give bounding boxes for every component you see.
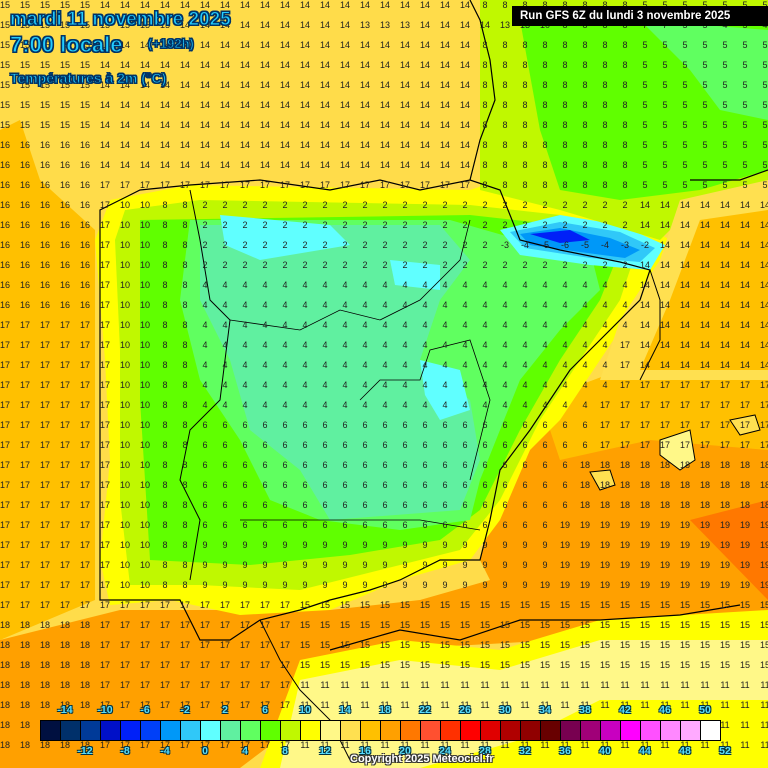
scale-label-top: 42 (619, 704, 631, 716)
color-swatch (341, 721, 361, 740)
scale-label-top: 30 (499, 704, 511, 716)
color-swatch (621, 721, 641, 740)
scale-label-top: 38 (579, 704, 591, 716)
color-swatch (101, 721, 121, 740)
scale-label-bottom: -12 (77, 745, 93, 757)
color-swatch (361, 721, 381, 740)
scale-label-top: 22 (419, 704, 431, 716)
scale-label-bottom: 36 (559, 745, 571, 757)
color-scale-bar (40, 720, 721, 741)
scale-label-bottom: 48 (679, 745, 691, 757)
scale-label-top: 6 (262, 704, 268, 716)
scale-label-bottom: 12 (319, 745, 331, 757)
color-swatch (61, 721, 81, 740)
scale-label-bottom: 4 (242, 745, 248, 757)
color-swatch (581, 721, 601, 740)
color-swatch (321, 721, 341, 740)
variable-label: Températures à 2m (°C) (9, 70, 167, 87)
color-swatch (221, 721, 241, 740)
color-swatch (41, 721, 61, 740)
color-swatch (181, 721, 201, 740)
color-swatch (201, 721, 221, 740)
color-swatch (301, 721, 321, 740)
scale-label-top: -10 (97, 704, 113, 716)
scale-label-top: 2 (222, 704, 228, 716)
color-swatch (561, 721, 581, 740)
color-swatch (661, 721, 681, 740)
scale-label-bottom: 32 (519, 745, 531, 757)
scale-label-bottom: 16 (359, 745, 371, 757)
scale-label-bottom: -4 (160, 745, 170, 757)
color-swatch (241, 721, 261, 740)
scale-label-bottom: 24 (439, 745, 451, 757)
scale-label-top: 26 (459, 704, 471, 716)
color-swatch (261, 721, 281, 740)
color-swatch (281, 721, 301, 740)
color-swatch (401, 721, 421, 740)
scale-label-top: 34 (539, 704, 551, 716)
color-swatch (421, 721, 441, 740)
forecast-time: 7:00 locale (10, 32, 124, 58)
scale-label-top: 50 (699, 704, 711, 716)
color-swatch (381, 721, 401, 740)
color-swatch (461, 721, 481, 740)
scale-label-top: 46 (659, 704, 671, 716)
color-swatch (521, 721, 541, 740)
color-swatch (501, 721, 521, 740)
scale-label-top: -14 (57, 704, 73, 716)
forecast-lead-time: (+192h) (148, 36, 195, 52)
copyright-text: Copyright 2025 Meteociel.fr (350, 753, 494, 765)
scale-label-bottom: 40 (599, 745, 611, 757)
scale-label-top: -2 (180, 704, 190, 716)
color-swatch (441, 721, 461, 740)
color-swatch (701, 721, 720, 740)
scale-label-bottom: 8 (282, 745, 288, 757)
color-swatch (681, 721, 701, 740)
color-swatch (481, 721, 501, 740)
color-swatch (601, 721, 621, 740)
forecast-date: mardi 11 novembre 2025 (10, 9, 232, 31)
scale-label-bottom: 20 (399, 745, 411, 757)
scale-label-bottom: 52 (719, 745, 731, 757)
scale-label-bottom: 44 (639, 745, 651, 757)
scale-label-top: 10 (299, 704, 311, 716)
scale-label-top: 14 (339, 704, 351, 716)
scale-label-top: -6 (140, 704, 150, 716)
color-swatch (81, 721, 101, 740)
color-swatch (141, 721, 161, 740)
model-run-label: Run GFS 6Z du lundi 3 novembre 2025 (512, 6, 768, 26)
scale-label-top: 18 (379, 704, 391, 716)
scale-label-bottom: 0 (202, 745, 208, 757)
color-swatch (161, 721, 181, 740)
scale-label-bottom: -8 (120, 745, 130, 757)
color-swatch (121, 721, 141, 740)
color-swatch (541, 721, 561, 740)
scale-label-bottom: 28 (479, 745, 491, 757)
color-swatch (641, 721, 661, 740)
